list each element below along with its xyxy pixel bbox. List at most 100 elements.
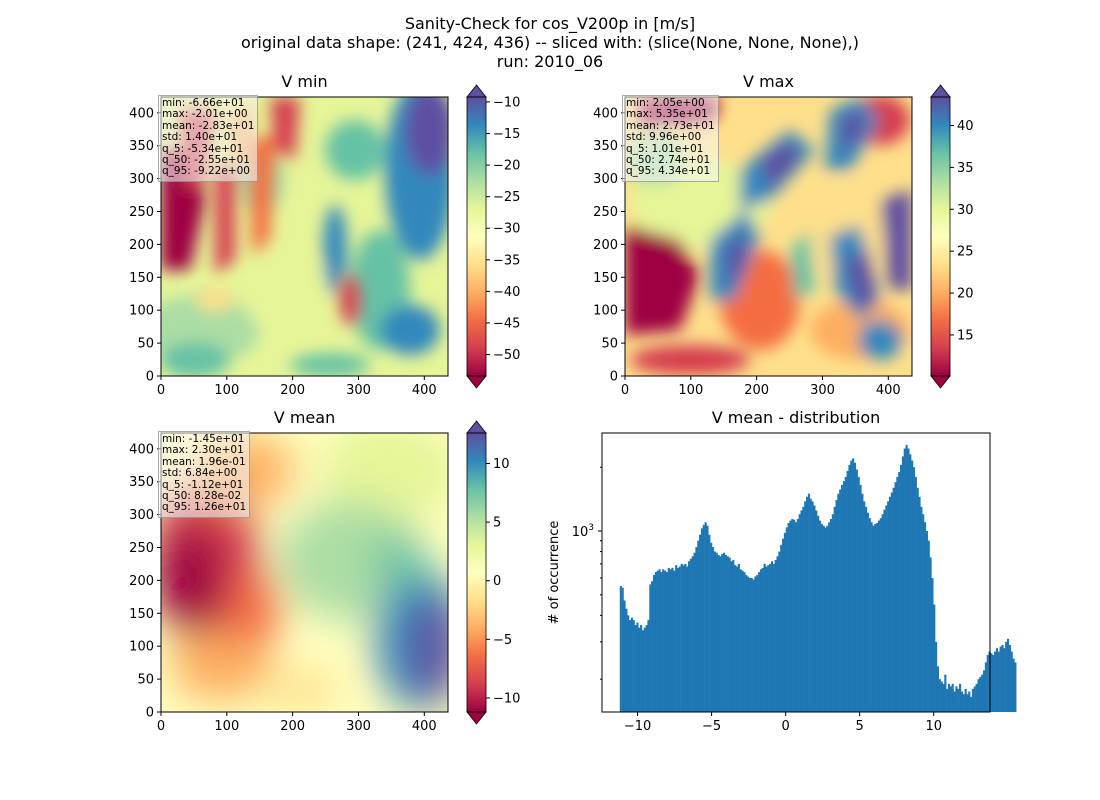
hist-bar [888, 496, 892, 712]
vmean-ytick-label: 300 [129, 508, 154, 523]
hist-bar [691, 556, 694, 712]
vmax-colorbar-extend-min [930, 375, 951, 389]
hist-bar [636, 622, 639, 712]
vmax-ytick-label: 100 [593, 304, 618, 319]
hist-bar [979, 676, 982, 712]
hist-bar [715, 552, 718, 712]
hist-bar [1001, 644, 1004, 712]
hist-frame [601, 432, 991, 713]
hist-bar [999, 646, 1002, 712]
hist-bar [986, 655, 989, 712]
hist-bar [695, 547, 698, 712]
vmax-ytick-label: 400 [593, 106, 618, 121]
vmean-ytick-label: 150 [129, 607, 154, 622]
hist-bar [728, 557, 731, 712]
vmin-ytick-label: 150 [129, 271, 154, 286]
hist-bar [734, 565, 737, 712]
hist-bar [1006, 638, 1010, 712]
hist-bar [892, 487, 895, 712]
hist-bar [682, 565, 685, 712]
vmax-colorbar-tick-label: 20 [957, 287, 974, 302]
vmean-colorbar-tick-label: −5 [493, 633, 512, 648]
vmax-stat-q95: q_95: 4.34e+01 [626, 165, 711, 178]
vmean-ytick-label: 400 [129, 442, 154, 457]
vmax-stat-max: max: 5.35e+01 [626, 108, 708, 121]
hist-bar [660, 572, 663, 712]
hist-bar [711, 547, 715, 712]
hist-bar [909, 454, 912, 712]
hist-bar [901, 456, 905, 712]
hist-bar [824, 527, 827, 712]
hist-bar [1010, 651, 1013, 712]
hist-bar [822, 525, 825, 712]
vmin-colorbar-tick-label: −10 [493, 95, 520, 110]
vmean-axes: 0 100 200 300 400 0 50 100 150 200 250 300 350 400 [129, 432, 449, 734]
vmax-colorbar-tick-label: 35 [957, 161, 974, 176]
hist-bar [864, 506, 868, 712]
hist-bar [697, 540, 700, 712]
vmax-ytick-label: 200 [593, 238, 618, 253]
vmin-ytick-label: 250 [129, 205, 154, 220]
hist-bar [809, 498, 812, 712]
vmin-stat-q50: q_50: -2.55e+01 [162, 154, 250, 167]
hist-bar [938, 679, 941, 712]
vmean-stat-q50: q_50: 8.28e-02 [162, 490, 242, 503]
hist-bar [900, 464, 903, 712]
vmax-xtick-label: 300 [810, 383, 835, 398]
vmean-colorbar-gradient [467, 433, 486, 712]
hist-bar [754, 576, 757, 712]
vmean-stat-max: max: 2.30e+01 [162, 444, 244, 457]
hist-bar [700, 528, 704, 712]
vmean-stat-mean: mean: 1.96e-01 [162, 455, 246, 468]
hist-bar [811, 501, 814, 712]
hist-bar [885, 505, 888, 712]
vmean-xtick-label: 400 [412, 719, 437, 734]
hist-bar [992, 655, 995, 712]
hist-bar [997, 651, 1000, 712]
hist-bar [881, 514, 884, 712]
vmax-ytick-label: 50 [601, 337, 618, 352]
vmax-stat-min: min: 2.05e+00 [626, 97, 705, 109]
hist-bar [769, 563, 772, 712]
hist-bar [868, 518, 871, 712]
hist-bar [940, 681, 943, 712]
vmin-colorbar-extend-max [466, 84, 487, 98]
hist-bar [957, 688, 960, 712]
hist-bar [863, 501, 866, 712]
vmax-stat-mean: mean: 2.73e+01 [626, 119, 715, 132]
vmax-colorbar-gradient [931, 97, 950, 376]
hist-bar [706, 525, 709, 712]
vmax-ytick-label: 150 [593, 271, 618, 286]
hist-bar [686, 566, 689, 712]
hist-bar [776, 556, 779, 712]
hist-bar [678, 566, 681, 712]
hist-bar [982, 670, 986, 712]
hist-bar [772, 563, 775, 712]
hist-bar [1008, 644, 1011, 712]
hist-bar [805, 496, 809, 712]
hist-bar [658, 569, 661, 712]
vmean-stat-min: min: -1.45e+01 [162, 433, 245, 445]
vmax-ytick-label: 300 [593, 172, 618, 187]
hist-bar [911, 460, 914, 712]
hist-bar [780, 544, 783, 712]
hist-bar [750, 578, 753, 712]
hist-bar [903, 448, 906, 712]
hist-bar [671, 567, 674, 712]
vmean-colorbar-tick-label: 0 [493, 574, 501, 589]
hist-bar [975, 683, 978, 712]
vmin-colorbar: −50 −45 −40 −35 −30 −25 −20 −15 −10 [466, 84, 520, 389]
vmean-colorbar: −10 −5 0 5 10 [466, 420, 520, 725]
hist-bar [929, 557, 932, 712]
hist-bar [817, 515, 820, 712]
hist-bar [785, 527, 788, 712]
vmin-frame [160, 96, 449, 377]
vmin-xtick-label: 0 [157, 383, 165, 398]
hist-bar [877, 520, 881, 712]
vmax-stats-box: min: 2.05e+00 max: 5.35e+01 mean: 2.73e+… [622, 95, 719, 182]
hist-bar [699, 534, 702, 712]
hist-bar [874, 523, 877, 712]
hist-bar [815, 510, 818, 712]
hist-bar [922, 514, 925, 712]
